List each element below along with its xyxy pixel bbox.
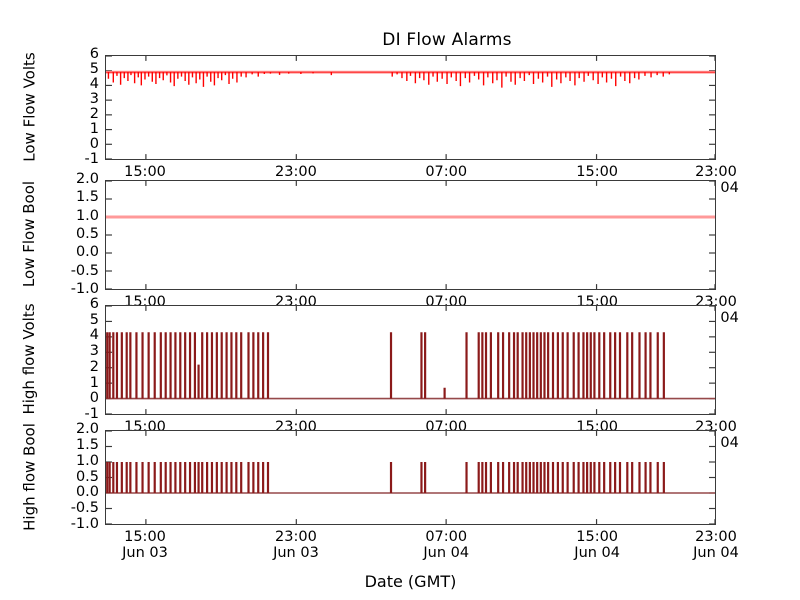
x-axis-label: Date (GMT)	[364, 572, 457, 591]
subplot-3-series	[106, 306, 715, 414]
y-tick-label: 1.5	[75, 189, 99, 206]
y-tick-label: 3	[89, 343, 99, 360]
y-tick-label: 0.0	[75, 484, 99, 501]
subplot-3-plot-area	[105, 305, 716, 415]
y-tick-label: 5	[89, 61, 99, 77]
subplot-2-series	[106, 181, 715, 289]
subplot-4-y-axis-label: High flow Bool	[20, 422, 38, 531]
subplot-4-y-ticks: -1.0 -0.5 0.0 0.5 1.0 1.5 2.0	[57, 422, 99, 531]
y-tick-label: 1	[89, 374, 99, 391]
subplot-1-y-ticks: -1 0 1 2 3 4 5 6	[57, 47, 99, 166]
y-tick-label: -1.0	[70, 281, 99, 297]
y-tick-label: -1	[84, 406, 99, 422]
y-tick-label: 2.0	[75, 171, 99, 187]
subplot-4-plot-area	[105, 430, 716, 525]
y-tick-label: -0.5	[70, 500, 99, 517]
y-tick-label: 1	[89, 121, 99, 137]
y-tick-label: 0	[89, 390, 99, 407]
y-tick-label: 2.0	[75, 421, 99, 437]
y-tick-label: 1.0	[75, 207, 99, 224]
y-tick-label: 0.0	[75, 244, 99, 261]
subplot-1-series	[106, 56, 715, 159]
y-tick-label: -1	[84, 151, 99, 167]
y-tick-label: 1.5	[75, 436, 99, 453]
y-tick-label: 1.0	[75, 452, 99, 469]
y-tick-label: 6	[89, 296, 99, 312]
subplot-4-series	[106, 431, 715, 524]
y-tick-label: -0.5	[70, 262, 99, 279]
subplot-2-y-ticks: -1.0 -0.5 0.0 0.5 1.0 1.5 2.0	[57, 172, 99, 296]
x-tick-label: 23:00 Jun 04	[693, 529, 739, 562]
y-tick-label: -1.0	[70, 516, 99, 532]
subplot-3-y-ticks: -1 0 1 2 3 4 5 6	[57, 297, 99, 421]
y-tick-label: 0.5	[75, 226, 99, 242]
y-tick-label: 0	[89, 136, 99, 152]
subplot-2-plot-area	[105, 180, 716, 290]
y-tick-label: 2	[89, 358, 99, 375]
subplot-1-plot-area	[105, 55, 716, 160]
y-tick-label: 5	[89, 311, 99, 328]
y-tick-label: 6	[89, 46, 99, 62]
y-tick-label: 4	[89, 76, 99, 92]
y-tick-label: 0.5	[75, 468, 99, 485]
y-tick-label: 3	[89, 91, 99, 107]
y-tick-label: 2	[89, 106, 99, 122]
y-tick-label: 4	[89, 327, 99, 344]
chart-title: DI Flow Alarms	[382, 30, 512, 50]
